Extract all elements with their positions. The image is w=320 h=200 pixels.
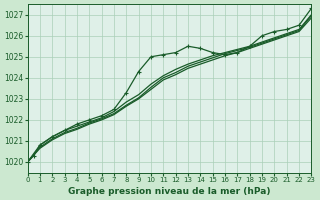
X-axis label: Graphe pression niveau de la mer (hPa): Graphe pression niveau de la mer (hPa): [68, 187, 271, 196]
